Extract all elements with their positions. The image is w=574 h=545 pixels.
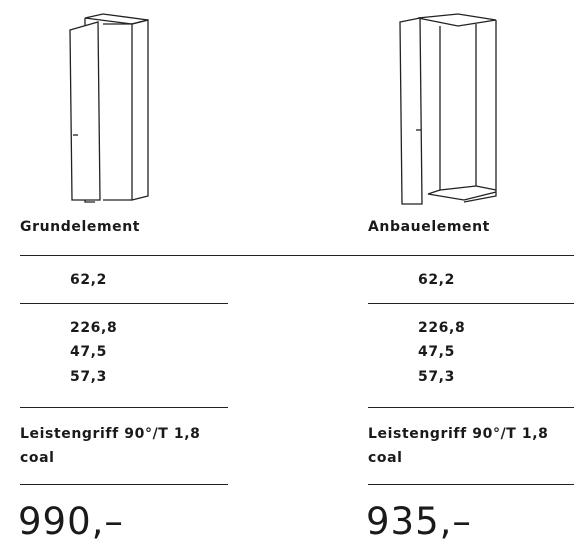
dimension-value: 57,3 bbox=[418, 369, 455, 385]
handle-text: Leistengriff 90°/T 1,8 bbox=[20, 426, 201, 442]
cabinet-illustration bbox=[399, 13, 497, 205]
dimension-value: 47,5 bbox=[70, 344, 107, 360]
handle-text: coal bbox=[368, 450, 403, 466]
handle-text: coal bbox=[20, 450, 55, 466]
handle-text: Leistengriff 90°/T 1,8 bbox=[368, 426, 549, 442]
dimension-value: 226,8 bbox=[70, 320, 118, 336]
width-value: 62,2 bbox=[70, 272, 107, 288]
price: 990,– bbox=[18, 500, 124, 543]
dimension-value: 226,8 bbox=[418, 320, 466, 336]
divider bbox=[368, 407, 574, 408]
divider bbox=[20, 407, 228, 408]
divider bbox=[20, 484, 228, 485]
divider bbox=[368, 484, 574, 485]
product-title: Grundelement bbox=[20, 219, 141, 235]
width-value: 62,2 bbox=[418, 272, 455, 288]
cabinet-illustration bbox=[69, 13, 149, 203]
column: Grundelement 62,2 226,8 47,5 57,3 Leiste… bbox=[18, 0, 228, 545]
dimension-value: 57,3 bbox=[70, 369, 107, 385]
price: 935,– bbox=[366, 500, 472, 543]
divider bbox=[20, 303, 228, 304]
divider bbox=[368, 303, 574, 304]
product-title: Anbauelement bbox=[368, 219, 490, 235]
divider bbox=[20, 255, 574, 256]
dimension-value: 47,5 bbox=[418, 344, 455, 360]
column: Anbauelement 62,2 226,8 47,5 57,3 Leiste… bbox=[366, 0, 574, 545]
